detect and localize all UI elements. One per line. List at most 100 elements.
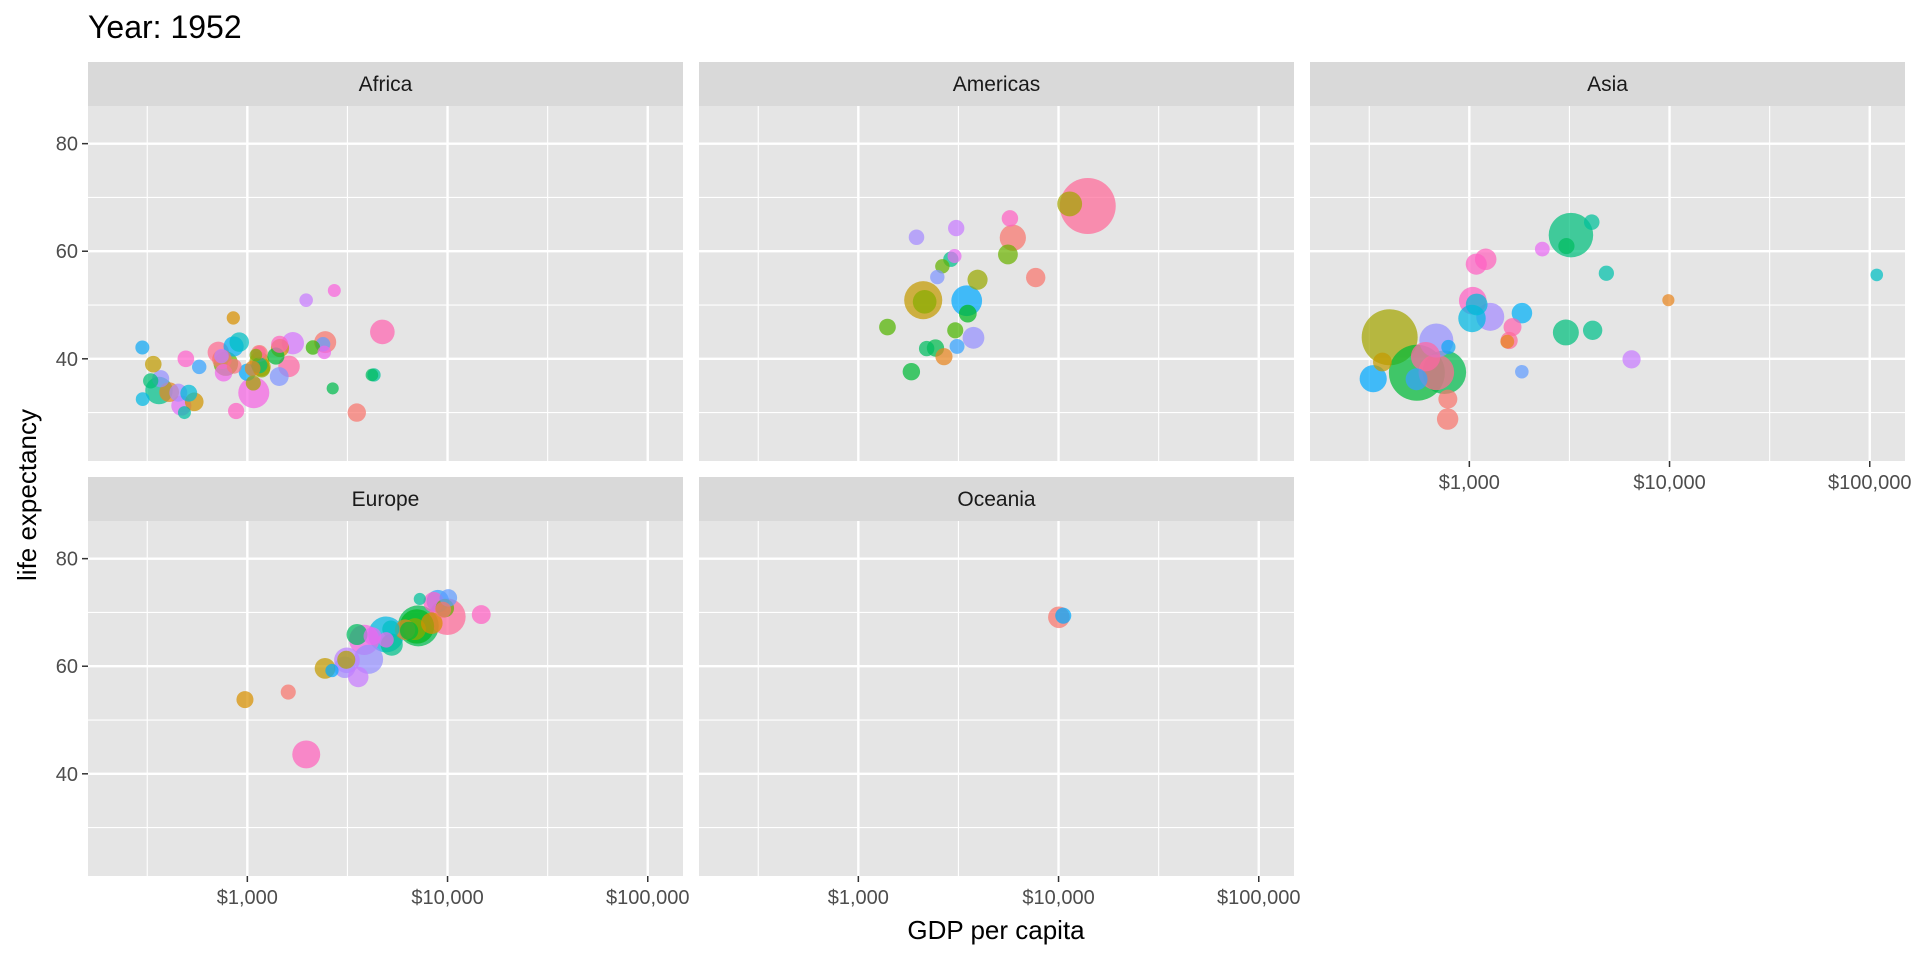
data-point: [1598, 265, 1614, 281]
x-tick-label: $1,000: [217, 887, 278, 909]
data-point: [1405, 368, 1428, 391]
facet-oceania: Oceania $1,000 $10,000 $100,000: [699, 477, 1300, 909]
y-tick-label: 60: [56, 241, 78, 263]
data-point: [1059, 178, 1116, 235]
y-tick-label: 40: [56, 764, 78, 786]
data-point: [947, 322, 964, 339]
panel-americas: [699, 106, 1294, 461]
data-point: [1057, 191, 1083, 217]
strip-africa: [88, 62, 683, 106]
data-point: [348, 666, 369, 688]
x-tick-label: $100,000: [1217, 887, 1300, 909]
y-tick-label: 80: [56, 134, 78, 156]
data-point: [1001, 210, 1019, 227]
data-point: [353, 644, 384, 674]
facet-africa: Africa 40 60 80: [56, 62, 683, 461]
data-point: [1359, 365, 1387, 393]
data-point: [1870, 268, 1884, 282]
data-point: [346, 623, 368, 645]
data-point: [236, 691, 254, 709]
data-point: [918, 340, 935, 357]
data-point: [908, 229, 925, 246]
data-point: [998, 244, 1018, 265]
x-tick-label: $1,000: [1439, 472, 1500, 494]
y-tick-label: 60: [56, 656, 78, 678]
data-point: [1511, 302, 1533, 324]
strip-europe: [88, 477, 683, 521]
facet-europe: Europe 40 60 80 $1,000 $10,000 $100,000: [56, 477, 689, 909]
y-tick-label: 80: [56, 549, 78, 571]
data-point: [180, 384, 198, 402]
data-point: [135, 392, 150, 407]
data-point: [292, 740, 321, 769]
strip-label-africa: Africa: [359, 73, 413, 96]
facet-americas: Americas: [699, 62, 1294, 461]
data-point: [317, 345, 332, 360]
data-point: [1558, 237, 1575, 255]
data-point: [948, 219, 965, 237]
data-point: [365, 368, 379, 382]
data-point: [325, 663, 339, 678]
data-point: [177, 350, 195, 368]
data-point: [280, 684, 296, 700]
data-point: [1582, 320, 1603, 340]
x-tick-label: $100,000: [1828, 472, 1911, 494]
panel-oceania: [699, 521, 1294, 876]
data-point: [1465, 253, 1487, 275]
data-point: [370, 319, 395, 345]
x-tick-label: $100,000: [606, 887, 689, 909]
data-point: [214, 348, 229, 364]
strip-americas: [699, 62, 1294, 106]
data-point: [471, 605, 491, 625]
data-point: [1026, 267, 1046, 288]
data-point: [879, 318, 896, 336]
data-point: [1503, 318, 1522, 337]
data-point: [935, 259, 950, 274]
strip-label-oceania: Oceania: [957, 488, 1036, 511]
x-tick-label: $10,000: [1022, 887, 1094, 909]
data-point: [1552, 319, 1579, 346]
data-point: [245, 375, 261, 391]
data-point: [135, 340, 150, 355]
strip-label-europe: Europe: [352, 488, 420, 511]
plot-title: Year: 1952: [88, 9, 242, 45]
data-point: [363, 627, 382, 646]
panel-europe: [88, 521, 683, 876]
data-point: [226, 311, 240, 325]
data-point: [435, 601, 452, 618]
strip-label-asia: Asia: [1587, 73, 1628, 96]
data-point: [299, 293, 313, 307]
data-point: [1622, 350, 1641, 369]
data-point: [967, 269, 988, 290]
data-point: [271, 335, 289, 353]
data-point: [226, 358, 242, 374]
data-point: [1583, 214, 1600, 230]
data-point: [1410, 341, 1441, 372]
strip-oceania: [699, 477, 1294, 521]
data-point: [935, 348, 953, 366]
data-point: [962, 326, 985, 349]
data-point: [269, 367, 289, 386]
data-point: [912, 289, 937, 314]
strip-label-americas: Americas: [953, 73, 1041, 96]
data-point: [1662, 294, 1675, 307]
x-tick-label: $10,000: [411, 887, 483, 909]
data-point: [1373, 352, 1392, 372]
data-point: [177, 406, 191, 420]
data-point: [1534, 241, 1550, 257]
x-tick-label: $1,000: [828, 887, 889, 909]
data-point: [413, 592, 426, 606]
data-point: [947, 249, 962, 264]
data-point: [1055, 607, 1072, 624]
y-tick-label: 40: [56, 349, 78, 371]
data-point: [347, 403, 366, 422]
data-point: [249, 348, 263, 362]
data-point: [1500, 334, 1515, 349]
data-point: [378, 632, 394, 648]
strip-asia: [1310, 62, 1905, 106]
data-point: [327, 284, 341, 297]
data-point: [399, 621, 419, 640]
data-point: [244, 360, 261, 377]
data-point: [1465, 293, 1488, 316]
